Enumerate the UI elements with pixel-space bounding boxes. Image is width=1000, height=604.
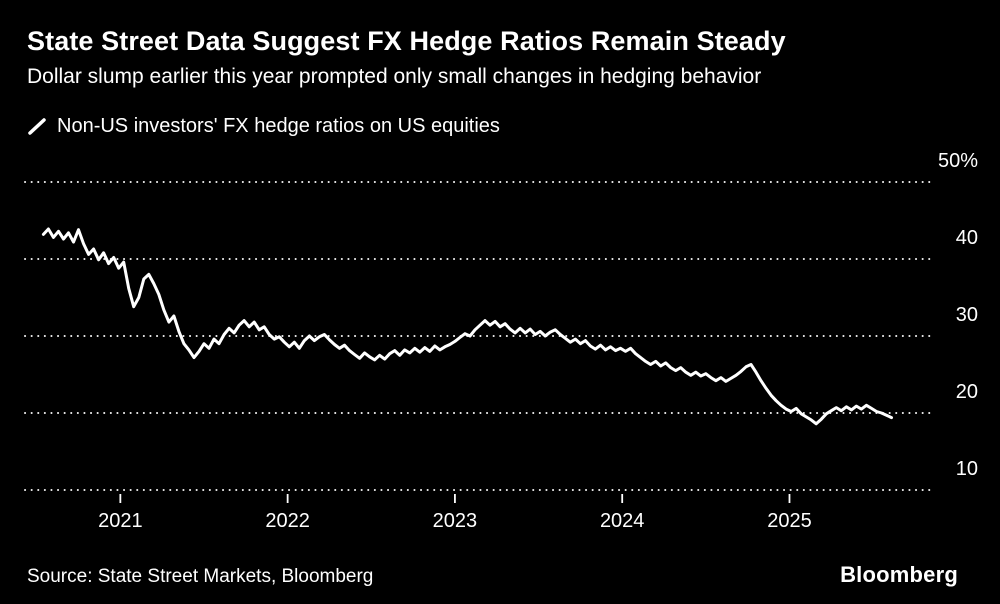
hedge-ratio-line bbox=[41, 227, 893, 426]
x-axis-label: 2022 bbox=[265, 510, 310, 532]
x-axis-label: 2021 bbox=[98, 510, 143, 532]
x-axis-label: 2024 bbox=[600, 510, 645, 532]
chart-subtitle: Dollar slump earlier this year prompted … bbox=[27, 65, 762, 89]
y-axis-label: 20 bbox=[956, 381, 978, 403]
legend-label: Non-US investors' FX hedge ratios on US … bbox=[57, 115, 500, 137]
y-axis-label: 30 bbox=[956, 304, 978, 326]
x-axis-label: 2025 bbox=[767, 510, 812, 532]
line-series-marker-icon bbox=[28, 118, 46, 135]
legend: Non-US investors' FX hedge ratios on US … bbox=[27, 115, 500, 138]
chart-title: State Street Data Suggest FX Hedge Ratio… bbox=[27, 26, 786, 56]
chart-header: State Street Data Suggest FX Hedge Ratio… bbox=[27, 26, 980, 89]
y-axis-label: 50% bbox=[938, 150, 978, 172]
bloomberg-logo: Bloomberg bbox=[840, 562, 958, 587]
source-note: Source: State Street Markets, Bloomberg bbox=[27, 566, 374, 587]
y-axis-label: 10 bbox=[956, 458, 978, 480]
y-axis-label: 40 bbox=[956, 227, 978, 249]
x-axis-label: 2023 bbox=[433, 510, 478, 532]
chart-footer: Source: State Street Markets, Bloomberg … bbox=[27, 562, 958, 588]
